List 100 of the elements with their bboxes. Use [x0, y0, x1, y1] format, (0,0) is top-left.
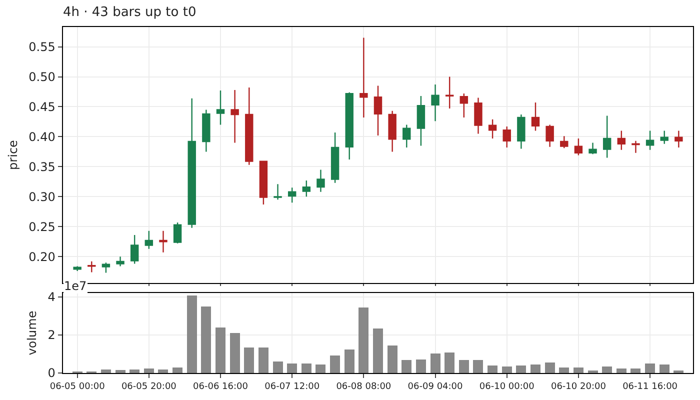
bar [287, 363, 298, 373]
bar [530, 364, 541, 373]
bar [674, 370, 684, 373]
bar [559, 367, 570, 373]
bar [416, 359, 426, 373]
candlestick [274, 183, 282, 200]
candlestick [488, 118, 497, 140]
y-tick-label: 0.35 [28, 160, 56, 174]
x-tick-label: 06-05 20:00 [121, 382, 177, 392]
bar [230, 333, 240, 373]
bar [588, 370, 598, 373]
bar [473, 360, 484, 373]
candlestick [302, 180, 311, 198]
bar [272, 361, 283, 373]
candlestick [646, 130, 654, 150]
bar [358, 307, 369, 373]
candlestick [345, 92, 354, 160]
y-tick-label: 0.40 [28, 130, 56, 144]
bar [215, 327, 226, 373]
bar [186, 295, 197, 373]
candlestick [116, 256, 124, 267]
annotation: 1e7 [64, 279, 87, 293]
bar [630, 368, 641, 373]
bar [387, 345, 398, 373]
bar [616, 368, 626, 373]
bar [402, 360, 412, 373]
candlestick [460, 92, 468, 118]
candlestick [660, 130, 668, 145]
bar [516, 365, 526, 373]
candlestick [531, 102, 540, 132]
x-tick-label: 06-07 12:00 [264, 382, 320, 392]
bar [301, 363, 312, 373]
candlestick [330, 132, 340, 184]
bar [645, 363, 656, 373]
bar [602, 366, 612, 373]
candlestick [416, 95, 426, 146]
bar [458, 360, 469, 373]
candlestick [159, 230, 168, 254]
candlestick [445, 76, 454, 110]
candlestick [88, 260, 96, 273]
candlestick [202, 109, 210, 152]
y-tick-label: 0.20 [28, 250, 56, 264]
bar [488, 365, 498, 373]
y-tick-label: 0.45 [28, 100, 56, 114]
candlestick [230, 89, 239, 144]
candlestick [560, 136, 568, 149]
candlestick [130, 234, 139, 264]
bar [158, 369, 168, 373]
candlestick [216, 90, 225, 126]
candlestick [617, 130, 626, 150]
y-axis-title: volume [25, 310, 40, 356]
y-tick-label: 2 [48, 328, 56, 342]
candlestick [259, 160, 268, 206]
candlestick [632, 140, 640, 154]
bar [144, 368, 154, 373]
candlestick [173, 222, 182, 244]
bar [244, 347, 254, 373]
bar [130, 369, 140, 373]
x-tick-label: 06-05 00:00 [50, 382, 106, 392]
bar [659, 364, 670, 373]
bar [100, 369, 111, 373]
candlestick [546, 124, 554, 148]
candlestick [144, 230, 154, 250]
candlestick [474, 97, 482, 134]
candlestick [431, 84, 440, 122]
y-tick-label: 0 [48, 366, 56, 380]
y-tick-label: 0.25 [28, 220, 56, 234]
chart-title: 4h · 43 bars up to t0 [63, 5, 196, 20]
y-tick-label: 0.50 [28, 70, 56, 84]
bar [372, 328, 384, 373]
candlestick [188, 98, 196, 228]
x-tick-label: 06-10 00:00 [479, 382, 535, 392]
x-tick-label: 06-09 04:00 [408, 382, 464, 392]
y-axis-title: price [6, 140, 20, 170]
candlestick [588, 142, 597, 155]
candlestick [517, 114, 526, 150]
bar [544, 362, 555, 373]
candlestick [574, 138, 583, 156]
bar [115, 370, 126, 373]
bar [573, 367, 584, 373]
candlestick [73, 266, 82, 272]
bar [201, 306, 212, 373]
bar [258, 347, 268, 373]
candlestick [374, 85, 382, 136]
candlestick [245, 86, 254, 166]
y-tick-label: 4 [48, 290, 56, 304]
candlestick [102, 262, 110, 274]
candlestick [674, 130, 683, 148]
bar [330, 355, 340, 373]
candlestick [316, 169, 325, 192]
bar [502, 366, 512, 373]
candlestick [288, 187, 296, 204]
bar [430, 353, 440, 373]
candlestick [502, 126, 511, 148]
bar [316, 364, 326, 373]
x-tick-label: 06-06 16:00 [193, 382, 248, 392]
x-tick-label: 06-08 08:00 [336, 382, 392, 392]
x-tick-label: 06-10 20:00 [550, 382, 606, 392]
y-tick-label: 0.30 [28, 190, 56, 204]
candlestick [402, 124, 411, 148]
